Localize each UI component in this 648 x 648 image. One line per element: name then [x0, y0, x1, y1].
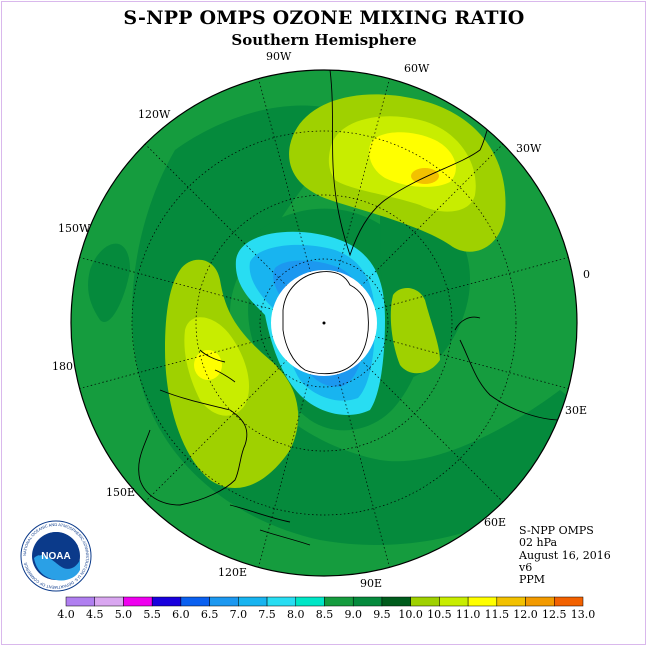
- latitude-circle: [195, 194, 453, 452]
- color-scale-tick-label: 10.5: [427, 608, 452, 621]
- info-block: S-NPP OMPS 02 hPa August 16, 2016 v6 PPM: [519, 524, 611, 587]
- color-scale-tick-label: 9.5: [373, 608, 391, 621]
- color-scale-tick-label: 4.0: [57, 608, 75, 621]
- lon-label-150w: 150W: [58, 222, 91, 235]
- color-scale-tick-label: 11.5: [484, 608, 510, 621]
- lon-label-90e: 90E: [360, 577, 383, 590]
- coastline-new-zealand: [199, 349, 236, 383]
- latitude-circle: [131, 130, 517, 516]
- coastline-indonesia: [229, 504, 311, 546]
- color-scale-swatch: [65, 596, 95, 607]
- info-version: v6: [519, 560, 533, 574]
- color-scale-swatch: [467, 596, 498, 607]
- color-scale-swatch: [496, 596, 526, 607]
- color-scale-tick-label: 11.0: [455, 608, 481, 621]
- noaa-logo-text: NOAA: [41, 551, 70, 562]
- color-scale-tick-label: 9.0: [344, 608, 362, 621]
- latitude-circle: [259, 258, 389, 388]
- color-scale-swatch: [94, 596, 124, 607]
- color-scale-swatch: [381, 596, 411, 607]
- contour-9.5-ppm-indian: [390, 288, 440, 374]
- lon-label-30w: 30W: [516, 142, 542, 155]
- color-scale-tick-label: 13.0: [570, 608, 596, 621]
- color-scale-swatch: [554, 596, 584, 607]
- color-scale-tick-label: 12.0: [513, 608, 538, 621]
- figure-title: S-NPP OMPS OZONE MIXING RATIO: [123, 7, 525, 29]
- info-level: 02 hPa: [519, 536, 558, 550]
- info-date: August 16, 2016: [519, 548, 611, 562]
- color-scale-swatch: [410, 596, 440, 607]
- color-scale-swatch: [324, 596, 354, 607]
- coastline-australia: [138, 389, 248, 506]
- color-scale-tick-label: 7.0: [229, 608, 248, 621]
- color-scale-swatch: [352, 596, 383, 607]
- contour-9.5-ppm-left: [88, 243, 130, 322]
- info-instrument: S-NPP OMPS: [519, 524, 594, 537]
- lon-label-60w: 60W: [404, 62, 430, 75]
- color-scale: [65, 596, 584, 607]
- south-pole-dot: [322, 321, 326, 325]
- color-scale-swatch: [525, 596, 555, 607]
- color-scale-tick-label: 6.0: [172, 608, 190, 621]
- color-scale-tick-label: 5.0: [114, 608, 133, 621]
- info-units: PPM: [519, 573, 546, 587]
- lon-label-120w: 120W: [138, 108, 171, 121]
- color-scale-swatch: [295, 596, 325, 607]
- contour-10.5-ppm-pacific: [194, 350, 222, 380]
- color-scale-swatch: [238, 596, 268, 607]
- color-scale-swatch: [209, 596, 239, 607]
- lon-label-60e: 60E: [484, 516, 507, 529]
- lon-label-30e: 30E: [565, 404, 588, 417]
- map-outline: [70, 69, 578, 577]
- color-scale-tick-label: 8.5: [315, 608, 334, 621]
- color-scale-swatch: [266, 596, 297, 607]
- figure-subtitle: Southern Hemisphere: [231, 31, 417, 49]
- color-scale-tick-label: 10.0: [398, 608, 423, 621]
- lon-label-90w: 90W: [266, 50, 292, 63]
- color-scale-tick-label: 12.5: [542, 608, 567, 621]
- lon-label-180: 180: [52, 360, 73, 373]
- noaa-logo: NOAA NATIONAL OCEANIC AND ATMOSPHERIC AD…: [20, 520, 92, 592]
- color-scale-tick-label: 8.0: [287, 608, 305, 621]
- lon-label-150e: 150E: [106, 486, 136, 499]
- lon-label-120e: 120E: [218, 566, 248, 579]
- color-scale-tick-label: 4.5: [85, 608, 104, 621]
- coastlines: [138, 70, 573, 546]
- color-scale-tick-label: 5.5: [143, 608, 161, 621]
- lon-label-0: 0: [583, 268, 590, 281]
- color-scale-swatch: [151, 596, 182, 607]
- coastline-south-america: [329, 70, 496, 257]
- coastline-antarctica: [282, 271, 369, 375]
- contour-11-ppm-max: [411, 168, 439, 184]
- color-scale-swatch: [180, 596, 210, 607]
- graticule: [79, 78, 569, 568]
- color-scale-tick-label: 6.5: [200, 608, 219, 621]
- color-scale-tick-label: 7.5: [258, 608, 276, 621]
- color-scale-swatch: [123, 596, 153, 607]
- color-scale-swatch: [439, 596, 469, 607]
